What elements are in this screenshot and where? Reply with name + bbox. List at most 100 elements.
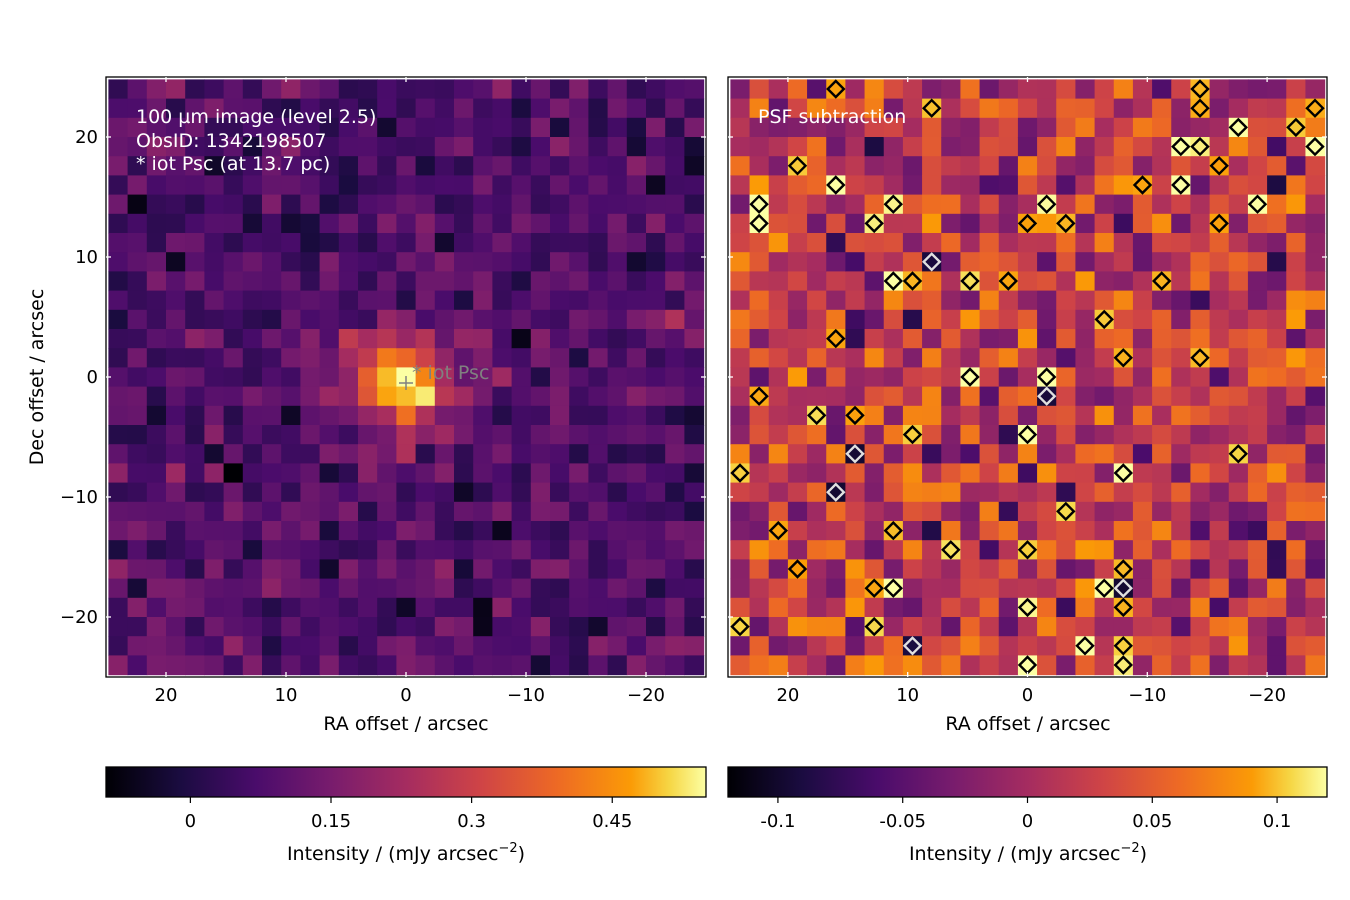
right-heatmap-cell <box>922 597 942 618</box>
right-heatmap-cell <box>1209 655 1230 676</box>
left-heatmap-cell <box>146 405 167 426</box>
left-heatmap-cell <box>185 463 205 484</box>
left-heatmap-cell <box>473 233 493 253</box>
right-heatmap-cell <box>922 559 942 580</box>
right-heatmap-cell <box>883 482 904 503</box>
right-heatmap-cell <box>1209 521 1230 541</box>
left-heatmap-cell <box>473 425 493 445</box>
left-heatmap-cell <box>454 290 474 311</box>
left-heatmap-cell <box>588 425 609 445</box>
left-heatmap-cell <box>281 597 301 618</box>
left-heatmap-cell <box>396 482 417 503</box>
left-heatmap-cell <box>473 156 493 176</box>
left-heatmap-cell <box>684 194 705 215</box>
right-annotation-line-1: PSF subtraction <box>758 106 906 128</box>
left-heatmap-cell <box>127 252 148 272</box>
right-heatmap-cell <box>1075 655 1096 676</box>
right-heatmap-cell <box>902 597 923 618</box>
right-heatmap-cell <box>1267 386 1287 407</box>
right-heatmap-cell <box>864 405 885 426</box>
left-heatmap-cell <box>127 175 148 196</box>
right-heatmap-cell <box>1305 501 1326 522</box>
right-heatmap-cell <box>1190 213 1211 234</box>
left-heatmap-cell <box>377 175 397 196</box>
left-heatmap-cell <box>626 309 647 330</box>
right-heatmap-cell <box>768 137 789 157</box>
left-heatmap-cell <box>396 463 417 484</box>
contour-line <box>1286 117 1306 138</box>
left-heatmap-cell <box>242 79 263 100</box>
right-heatmap-cell <box>1171 194 1192 215</box>
right-heatmap-cell <box>1209 444 1230 464</box>
right-heatmap-cell <box>845 482 866 503</box>
right-heatmap-cell <box>1209 98 1230 119</box>
left-heatmap-cell <box>434 367 455 388</box>
right-heatmap-cell <box>1171 463 1192 484</box>
left-heatmap-cell <box>492 405 513 426</box>
right-heatmap-cell <box>998 501 1019 522</box>
right-heatmap-cell <box>787 482 808 503</box>
left-heatmap-cell <box>588 213 609 234</box>
left-heatmap-cell <box>166 98 186 119</box>
left-heatmap-cell <box>377 329 397 349</box>
left-heatmap-cell <box>415 290 436 311</box>
left-heatmap-cell <box>569 175 589 196</box>
right-heatmap-cell <box>1247 117 1268 138</box>
left-heatmap-cell <box>300 521 321 541</box>
right-heatmap-cell <box>864 252 885 272</box>
right-heatmap-cell <box>730 597 751 618</box>
right-heatmap-cell <box>1037 348 1057 368</box>
left-heatmap-cell <box>492 578 513 599</box>
right-heatmap-cell <box>1190 540 1211 560</box>
left-heatmap-cell <box>511 175 532 196</box>
left-heatmap-cell <box>607 117 628 138</box>
right-heatmap-cell <box>1286 194 1307 215</box>
right-heatmap-cell <box>883 290 904 311</box>
right-heatmap-cell <box>1075 290 1096 311</box>
right-heatmap-cell <box>730 367 751 388</box>
left-heatmap-cell <box>646 175 666 196</box>
right-heatmap-cell <box>1037 540 1057 560</box>
right-heatmap-cell <box>1113 252 1134 272</box>
right-heatmap-cell <box>1305 405 1326 426</box>
left-heatmap-cell <box>684 309 705 330</box>
left-heatmap-cell <box>338 521 359 541</box>
right-heatmap-cell <box>998 425 1019 445</box>
right-heatmap-cell <box>922 137 942 157</box>
right-heatmap-cell <box>1247 405 1268 426</box>
left-heatmap-cell <box>473 501 493 522</box>
right-heatmap-cell <box>864 98 885 119</box>
right-heatmap-cell <box>1113 617 1134 637</box>
left-heatmap-cell <box>204 290 225 311</box>
left-heatmap-cell <box>223 79 244 100</box>
left-heatmap-cell <box>646 405 666 426</box>
left-heatmap-cell <box>338 597 359 618</box>
right-heatmap-cell <box>1037 405 1057 426</box>
contour-line <box>902 636 923 656</box>
right-heatmap-cell <box>1075 521 1096 541</box>
right-heatmap-cell <box>1305 425 1326 445</box>
right-heatmap-cell <box>1132 252 1153 272</box>
left-heatmap-cell <box>684 559 705 580</box>
left-heatmap-cell <box>377 309 397 330</box>
right-heatmap-cell <box>979 463 1000 484</box>
left-heatmap-cell <box>607 501 628 522</box>
left-heatmap-cell <box>166 117 186 138</box>
left-heatmap-cell <box>108 501 129 522</box>
left-heatmap-cell <box>511 290 532 311</box>
left-heatmap-cell <box>300 156 321 176</box>
right-heatmap-cell <box>768 501 789 522</box>
left-heatmap-cell <box>146 252 167 272</box>
left-heatmap-cell <box>626 578 647 599</box>
left-heatmap-cell <box>434 597 455 618</box>
left-heatmap-cell <box>626 463 647 484</box>
right-heatmap-cell <box>768 175 789 196</box>
right-heatmap-cell <box>1017 271 1038 292</box>
left-heatmap-cell <box>626 194 647 215</box>
right-heatmap-cell <box>1094 137 1115 157</box>
left-heatmap-cell <box>684 290 705 311</box>
right-heatmap-cell <box>1267 98 1287 119</box>
right-heatmap-cell <box>1113 117 1134 138</box>
left-heatmap-cell <box>684 348 705 368</box>
left-heatmap-cell <box>358 290 378 311</box>
